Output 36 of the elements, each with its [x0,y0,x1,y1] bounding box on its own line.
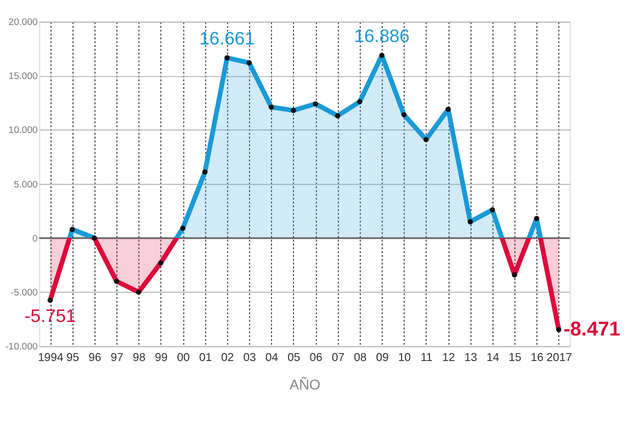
x-tick-label: 96 [88,352,102,364]
x-tick-label: 16 [530,352,544,364]
x-axis-title: AÑO [289,376,320,394]
y-tick-label: 15.000 [8,71,38,82]
data-label: -5.751 [24,306,76,326]
x-tick-label: 06 [310,352,322,364]
y-tick-label: 5.000 [14,179,38,190]
x-tick-label: 95 [66,352,80,364]
x-tick-label: 01 [199,352,212,364]
x-tick-label: 1994 [38,352,64,364]
y-tick-label: -5.000 [10,287,38,298]
x-tick-label: 2017 [546,352,572,364]
y-tick-label: 10.000 [8,125,38,136]
x-tick-label: 03 [243,352,256,364]
data-label: 16.886 [354,26,410,46]
x-tick-label: 11 [420,352,432,364]
x-tick-label: 09 [376,352,389,364]
x-tick-label: 02 [221,352,234,364]
x-tick-label: 07 [332,352,344,364]
x-tick-label: 97 [110,352,124,364]
data-label: -8.471 [564,318,620,340]
data-label: 16.661 [199,28,255,48]
y-tick-label: 0 [32,233,38,244]
x-tick-label: 14 [486,352,500,364]
x-tick-label: 00 [176,352,190,364]
y-tick-label: -10.000 [5,342,38,352]
y-tick-label: 20.000 [8,17,38,28]
x-tick-label: 15 [508,352,522,364]
x-tick-label: 99 [154,352,168,364]
x-tick-label: 10 [398,352,411,364]
x-tick-label: 98 [132,352,146,364]
x-tick-label: 05 [288,352,300,364]
x-tick-label: 08 [354,352,367,364]
x-tick-label: 12 [442,352,456,364]
x-tick-label: 13 [464,352,478,364]
x-tick-label: 04 [265,352,279,364]
